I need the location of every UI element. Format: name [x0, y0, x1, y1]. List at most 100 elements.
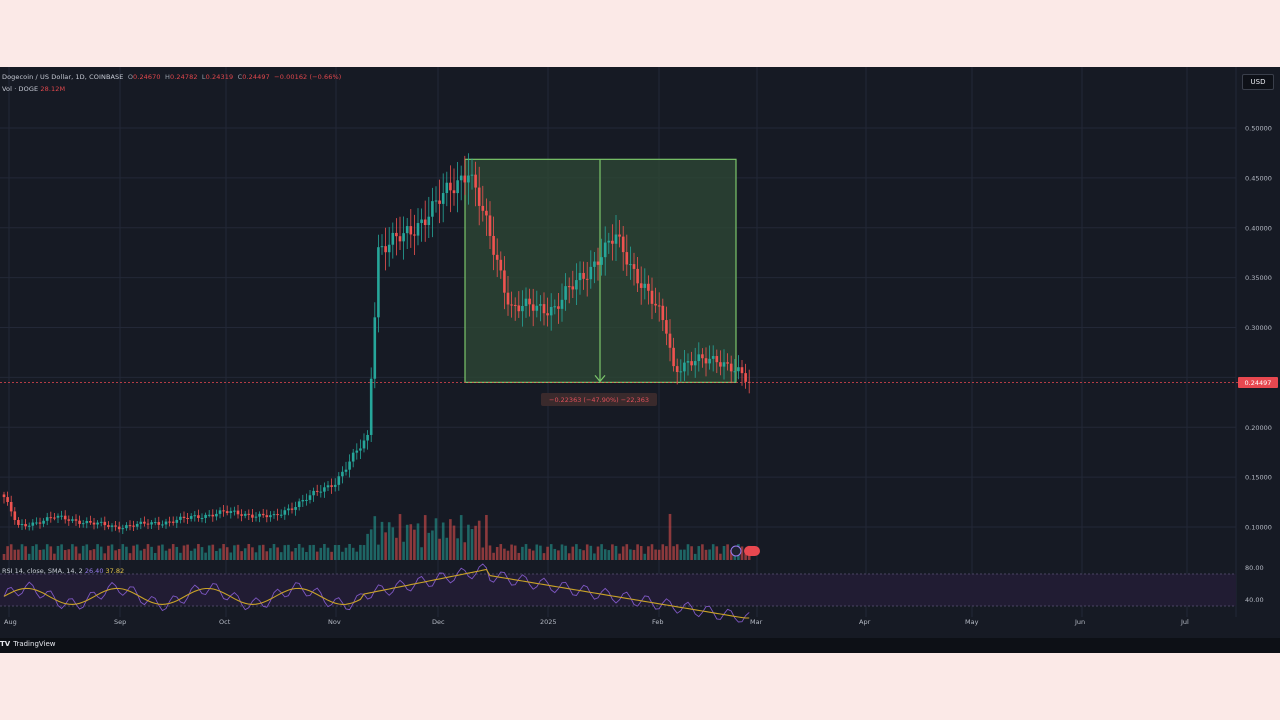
candle-body	[413, 234, 416, 236]
volume-bar	[531, 550, 535, 560]
measure-label: −0.22363 (−47.90%) −22,363	[541, 393, 657, 406]
candle-body	[78, 520, 81, 524]
volume-bar	[283, 545, 287, 560]
volume-bar	[92, 549, 96, 560]
candle-body	[384, 246, 387, 253]
volume-bar	[243, 548, 247, 560]
volume-bar	[625, 544, 629, 560]
candle-body	[164, 521, 168, 525]
volume-bar	[319, 547, 323, 560]
candle-body	[506, 292, 510, 305]
volume-bar	[157, 545, 161, 560]
currency-selector[interactable]: USD	[1242, 74, 1274, 90]
volume-bar	[452, 525, 456, 560]
volume-bar	[708, 549, 711, 560]
candle-body	[294, 507, 297, 510]
candle-body	[287, 508, 290, 511]
rsi-sma-line	[3, 568, 750, 619]
x-tick-label: Jun	[1074, 618, 1085, 626]
y-tick-label: 0.30000	[1245, 324, 1272, 332]
open-label: O	[127, 73, 134, 81]
volume-bar	[308, 545, 312, 560]
volume-bar	[279, 552, 283, 560]
volume-bar	[197, 544, 200, 560]
candle-body	[330, 485, 333, 487]
tradingview-logo[interactable]: TV TradingView	[0, 640, 56, 648]
price-chart[interactable]: 0.50000 0.45000 0.40000 0.35000 0.30000 0.200…	[0, 67, 1280, 653]
candle-body	[157, 522, 161, 525]
candle-body	[9, 501, 13, 512]
volume-bar	[632, 549, 636, 560]
rsi-value: 26.40	[84, 567, 104, 575]
candle-body	[438, 200, 441, 204]
x-tick-label: Mar	[750, 618, 763, 626]
candle-body	[571, 286, 575, 290]
candle-body	[6, 497, 9, 502]
volume-bar	[517, 552, 521, 560]
volume-bar	[402, 541, 405, 560]
open-value: 0.24670	[133, 73, 161, 81]
candle-body	[24, 524, 27, 527]
volume-bar	[128, 553, 132, 560]
volume-bar	[27, 553, 31, 560]
candle-body	[470, 174, 474, 176]
candle-body	[222, 510, 225, 512]
volume-bar	[125, 546, 128, 560]
candle-body	[179, 516, 182, 520]
volume-bar	[225, 547, 229, 560]
y-tick-label: 0.35000	[1245, 274, 1272, 282]
candle-body	[729, 363, 733, 372]
rsi-sma-value: 37.82	[105, 567, 125, 575]
volume-bar	[81, 545, 85, 560]
volume-bar	[474, 525, 477, 560]
x-tick-label: Feb	[652, 618, 664, 626]
candle-body	[593, 261, 596, 267]
volume-bar	[351, 547, 355, 560]
candle-body	[546, 313, 549, 316]
volume-bar	[164, 550, 168, 560]
candle-body	[503, 270, 506, 293]
candle-body	[377, 247, 380, 318]
candle-body	[488, 215, 492, 236]
candle-body	[211, 514, 215, 517]
volume-bar	[20, 544, 24, 560]
volume-bar	[654, 549, 657, 560]
candle-body	[243, 513, 247, 516]
candle-body	[200, 517, 204, 519]
volume-bar	[441, 522, 445, 560]
volume-bar	[251, 547, 254, 560]
candle-body	[575, 280, 578, 290]
candle-body	[143, 521, 146, 524]
x-tick-label: Aug	[4, 618, 17, 626]
volume-bar	[495, 546, 499, 560]
volume-bar	[355, 551, 359, 560]
volume-bar	[78, 553, 81, 560]
volume-bar	[222, 544, 225, 560]
volume-bar	[557, 550, 560, 560]
candle-body	[719, 362, 722, 367]
candle-body	[632, 264, 636, 269]
candle-body	[240, 514, 243, 516]
candle-body	[56, 515, 60, 518]
candle-body	[366, 434, 369, 441]
volume-bar	[218, 548, 222, 560]
candle-body	[128, 525, 132, 527]
candle-body	[733, 371, 737, 373]
volume-bar	[114, 550, 117, 560]
candle-body	[686, 361, 690, 363]
candle-body	[85, 521, 89, 524]
volume-bar	[578, 549, 582, 560]
symbol-title: Dogecoin / US Dollar, 1D, COINBASE	[2, 73, 124, 81]
y-tick-label: 0.20000	[1245, 424, 1272, 432]
candle-body	[103, 521, 107, 526]
rsi-tick-label: 80.00	[1245, 564, 1264, 572]
candle-body	[683, 362, 686, 372]
volume-bar	[153, 552, 157, 560]
volume-bar	[207, 545, 211, 560]
volume-bar	[305, 551, 308, 560]
volume-bar	[323, 544, 326, 560]
candle-body	[351, 452, 355, 462]
volume-bar	[341, 551, 344, 560]
volume-bar	[143, 548, 146, 560]
candle-body	[409, 226, 413, 235]
